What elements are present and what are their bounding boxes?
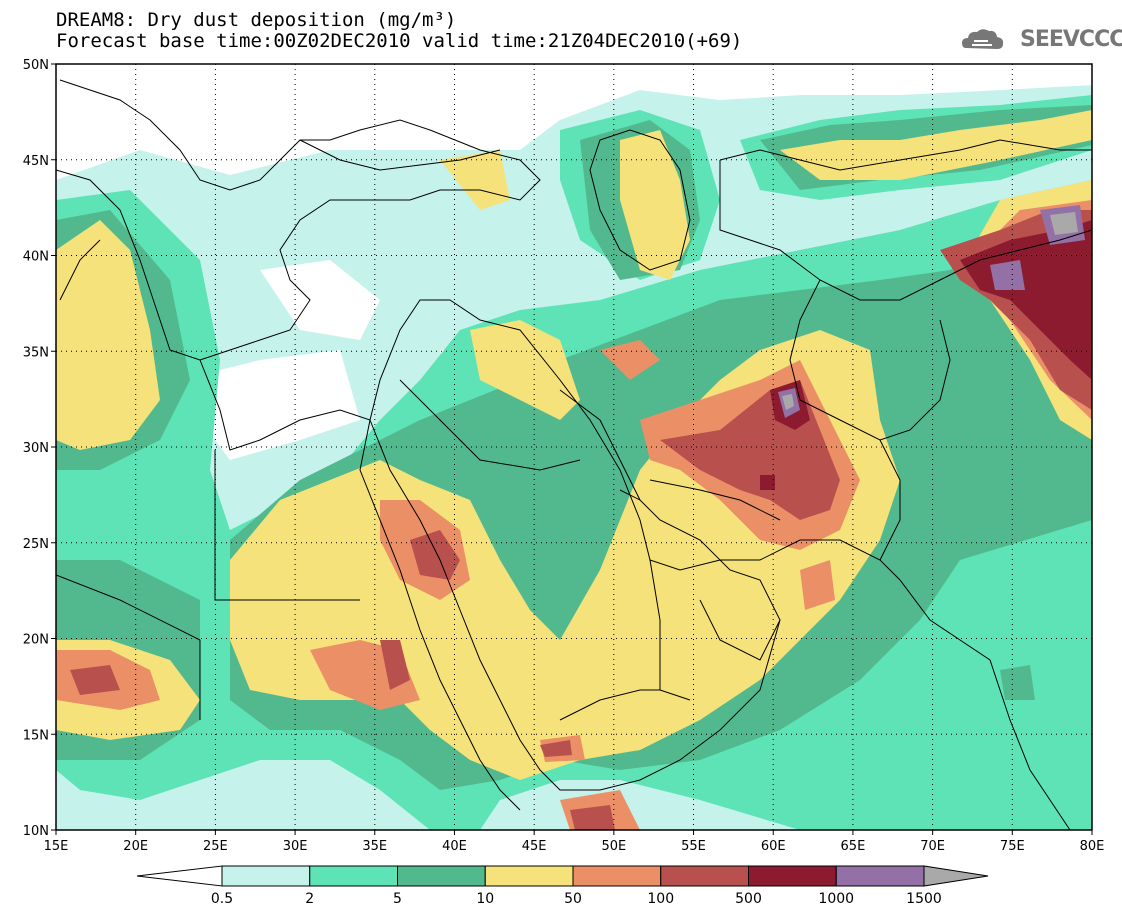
colorbar-label: 0.5 [211, 891, 233, 907]
x-tick-label: 55E [681, 839, 706, 854]
x-axis: 15E 20E 25E 30E 35E 40E 45E 50E 55E 60E 65E 70E 75E 8… [44, 830, 1105, 854]
colorbar-box [221, 865, 311, 887]
colorbar-box [748, 865, 837, 887]
y-tick-label: 35N [23, 345, 49, 360]
colorbar-label: 5 [393, 891, 402, 907]
x-tick-label: 45E [522, 839, 547, 854]
x-tick-label: 70E [920, 839, 945, 854]
colorbar-box [660, 865, 749, 887]
colorbar-label: 50 [564, 891, 582, 907]
y-tick-label: 30N [23, 441, 49, 456]
x-tick-label: 75E [1000, 839, 1025, 854]
colorbar-box [572, 865, 662, 887]
y-tick-label: 25N [23, 537, 49, 552]
x-tick-label: 80E [1080, 839, 1105, 854]
colorbar: 0.5 2 5 10 50 100 500 1000 1500 [136, 865, 989, 907]
coastlines [56, 79, 1092, 830]
y-tick-label: 10N [23, 824, 49, 839]
colorbar-box [835, 865, 925, 887]
y-axis: 10N 15N 20N 25N 30N 35N 40N 45N 50N [23, 58, 56, 839]
colorbar-label: 10 [476, 891, 494, 907]
colorbar-box [397, 865, 486, 887]
x-tick-label: 30E [283, 839, 308, 854]
colorbar-max-triangle [923, 865, 989, 887]
x-tick-label: 15E [44, 839, 69, 854]
y-tick-label: 50N [23, 58, 49, 73]
colorbar-label: 100 [647, 891, 674, 907]
colorbar-label: 1500 [906, 891, 942, 907]
map-title: DREAM8: Dry dust deposition (mg/m³) [56, 9, 457, 31]
cloud-logo-icon [962, 29, 1004, 49]
colorbar-label: 1000 [818, 891, 854, 907]
x-tick-label: 50E [601, 839, 626, 854]
x-tick-label: 35E [362, 839, 387, 854]
x-tick-label: 25E [203, 839, 228, 854]
y-tick-label: 20N [23, 633, 49, 648]
colorbar-box [484, 865, 574, 887]
map-subtitle: Forecast base time:00Z02DEC2010 valid ti… [56, 30, 743, 52]
colorbar-box [309, 865, 398, 887]
dust-field [56, 64, 1092, 830]
colorbar-label: 500 [735, 891, 762, 907]
colorbar-min-triangle [136, 865, 223, 887]
colorbar-label: 2 [305, 891, 314, 907]
x-tick-label: 40E [442, 839, 467, 854]
x-tick-label: 65E [841, 839, 866, 854]
logo-text: SEEVCCC [1020, 27, 1122, 52]
x-tick-label: 60E [761, 839, 786, 854]
y-tick-label: 40N [23, 250, 49, 265]
level-over-1500 [782, 212, 1078, 410]
y-tick-label: 15N [23, 728, 49, 743]
y-tick-label: 45N [23, 154, 49, 169]
x-tick-label: 20E [123, 839, 148, 854]
